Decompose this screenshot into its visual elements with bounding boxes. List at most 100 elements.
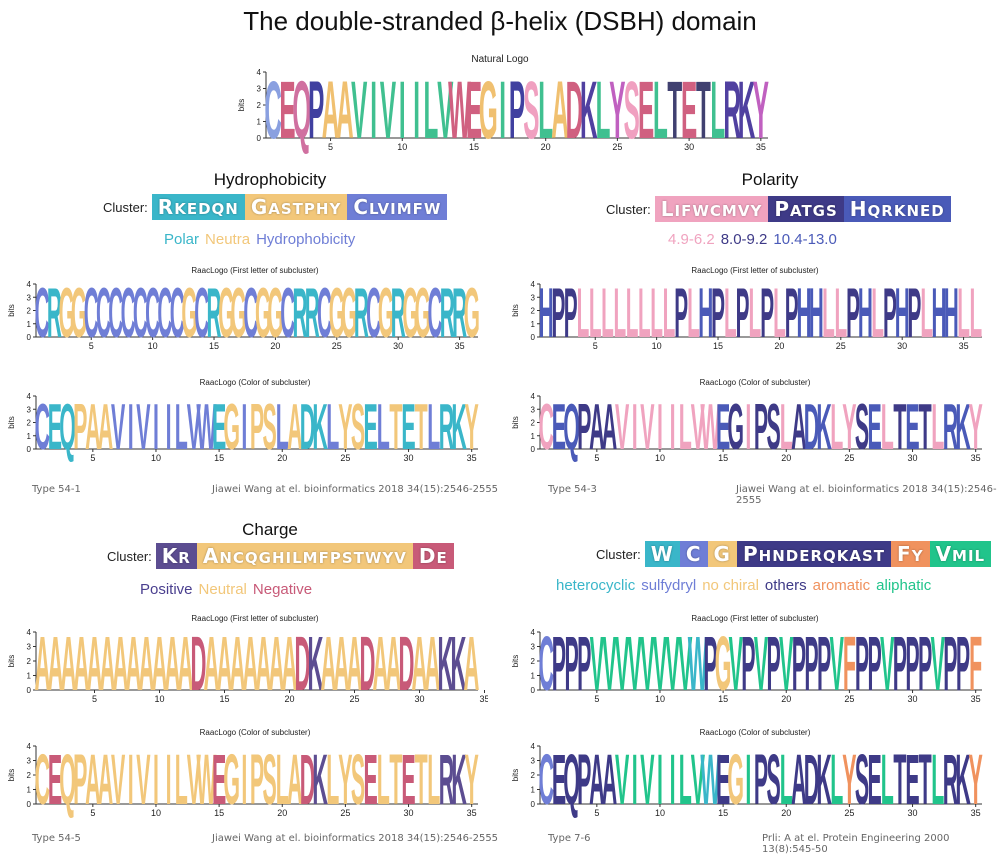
logo-letter: Q	[563, 740, 580, 820]
x-tick-label: 20	[284, 694, 294, 704]
logo-letter: C	[264, 66, 282, 154]
logo-letter: A	[113, 626, 129, 706]
logo-letter: A	[243, 626, 259, 706]
y-tick-label: 0	[27, 333, 32, 342]
cluster-label: Cluster:	[103, 199, 148, 215]
x-tick-label: 30	[897, 341, 907, 351]
logo-letter: L	[427, 391, 440, 464]
x-tick-label: 15	[214, 453, 224, 463]
logo-letter: R	[439, 391, 454, 464]
x-tick-label: 10	[151, 808, 161, 818]
logo-letter: G	[464, 278, 480, 353]
x-tick-label: 20	[774, 341, 784, 351]
logo-letter: F	[843, 626, 856, 706]
y-tick-label: 4	[531, 628, 536, 637]
x-tick-label: 20	[781, 808, 791, 818]
logo-letter: D	[399, 626, 415, 706]
logo-letter: A	[152, 626, 168, 706]
logo-letter: C	[35, 278, 50, 353]
x-tick-label: 30	[414, 694, 424, 704]
logo-letter: K	[451, 626, 467, 706]
logo-letter: A	[74, 626, 90, 706]
y-axis-label: bits	[238, 99, 246, 111]
y-tick-label: 2	[257, 101, 262, 110]
logo-letter: G	[402, 278, 418, 353]
y-tick-label: 2	[27, 657, 32, 666]
logo-letter: L	[931, 740, 944, 820]
logo-letter: P	[760, 278, 774, 353]
logo-letter: A	[334, 626, 350, 706]
logo-letter: Q	[59, 740, 76, 820]
logo-letter: V	[880, 626, 894, 706]
logo-letter: L	[427, 740, 440, 820]
cluster-box: G	[707, 541, 737, 567]
logo-letter: R	[723, 66, 741, 154]
logo-letter: S	[855, 391, 869, 464]
x-tick-label: 15	[209, 341, 219, 351]
y-tick-label: 3	[27, 293, 32, 302]
y-axis-label: bits	[8, 769, 16, 781]
cluster-box: W	[644, 541, 680, 567]
logo-letter: S	[624, 66, 640, 154]
logo-letter: V	[615, 626, 629, 706]
x-tick-label: 35	[756, 142, 766, 152]
legend-entry: 8.0-9.2	[720, 231, 768, 248]
y-tick-label: 0	[531, 333, 536, 342]
logo-letter: V	[615, 391, 630, 464]
logo-letter: A	[269, 626, 285, 706]
logo-letter: P	[577, 740, 591, 820]
logo-letter: P	[741, 626, 755, 706]
logo-letter: E	[212, 740, 226, 820]
y-tick-label: 3	[531, 293, 536, 302]
logo-letter: T	[919, 391, 932, 464]
logo-letter: T	[919, 740, 932, 820]
logo-letter: A	[602, 740, 617, 820]
x-tick-label: 20	[270, 341, 280, 351]
logo-letter: A	[287, 740, 302, 820]
logo-letter: V	[187, 391, 202, 464]
hydro-type-label: Type 54-1	[32, 484, 81, 495]
logo-letter: A	[373, 626, 389, 706]
logo-letter: K	[438, 626, 454, 706]
wcg-cluster-row: Cluster: W C G PHNDERQKAST FY VMIL	[596, 541, 992, 567]
logo-letter: A	[139, 626, 155, 706]
logo-letter: C	[194, 278, 209, 353]
x-tick-label: 5	[594, 694, 599, 704]
logo-letter: P	[804, 626, 818, 706]
logo-letter: P	[754, 391, 768, 464]
logo-letter: G	[267, 278, 283, 353]
logo-letter: V	[111, 740, 125, 820]
logo-letter: A	[589, 740, 604, 820]
logo-letter: V	[830, 626, 844, 706]
legend-entry: Neutra	[205, 231, 251, 248]
logo-letter: S	[523, 66, 539, 154]
hydrophobicity-legend: Polar Neutra Hydrophobicity	[164, 231, 361, 248]
logo-letter: L	[326, 391, 339, 464]
logo-letter: G	[59, 278, 75, 353]
y-tick-label: 2	[531, 771, 536, 780]
charge-type-label: Type 54-5	[32, 833, 81, 844]
y-tick-label: 0	[531, 686, 536, 695]
wcg-reference: Prli: A at el. Protein Engineering 2000 …	[762, 833, 950, 855]
natural-logo-subtitle: Natural Logo	[471, 54, 529, 65]
logo-letter: P	[552, 626, 566, 706]
x-tick-label: 15	[469, 142, 479, 152]
logo-letter: P	[564, 626, 578, 706]
legend-entry: Polar	[164, 231, 200, 248]
logo-letter: E	[212, 391, 226, 464]
logo-letter: C	[280, 278, 295, 353]
logo-letter: D	[804, 391, 819, 464]
cluster-box: KR	[155, 543, 197, 569]
logo-letter: C	[35, 740, 50, 820]
logo-letter: T	[893, 391, 906, 464]
y-axis-label: bits	[8, 655, 16, 667]
polar-logo1-title: RaacLogo (First letter of subcluster)	[691, 266, 819, 275]
logo-letter: C	[243, 278, 258, 353]
logo-letter: T	[667, 66, 682, 154]
logo-letter: A	[322, 66, 340, 154]
logo-letter: R	[440, 278, 455, 353]
y-tick-label: 1	[531, 672, 536, 681]
